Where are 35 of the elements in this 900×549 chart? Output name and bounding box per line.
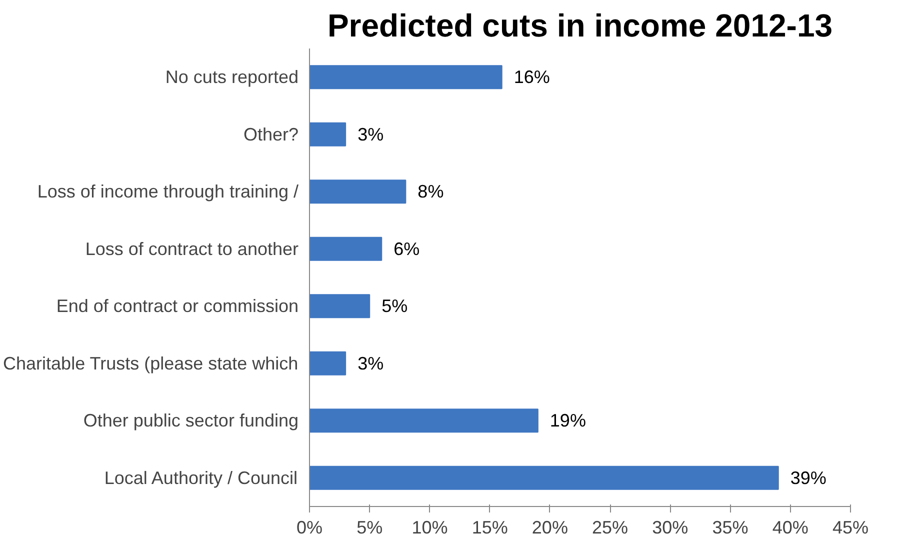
y-tick-label: Other? (243, 124, 299, 144)
y-tick-label: No cuts reported (165, 67, 299, 88)
data-label: 3% (358, 124, 384, 144)
y-tick-label: Loss of income through training / (37, 182, 299, 202)
chart-title: Predicted cuts in income 2012-13 (327, 8, 833, 44)
data-label: 39% (790, 468, 826, 488)
x-tick-label: 25% (592, 518, 628, 538)
y-tick-label: Loss of contract to another (85, 238, 299, 259)
x-tick-label: 0% (296, 518, 323, 538)
bar (310, 236, 382, 261)
x-tick-label: 40% (772, 518, 808, 538)
bar (310, 294, 370, 318)
bar (310, 65, 502, 90)
y-tick-label: Other public sector funding (83, 410, 299, 431)
data-label: 6% (394, 238, 420, 259)
bar (310, 466, 779, 490)
x-tick-label: 30% (652, 518, 688, 538)
data-label: 19% (550, 410, 586, 431)
y-tick-label: Local Authority / Council (104, 468, 298, 488)
x-tick-label: 35% (712, 518, 748, 538)
bar (310, 408, 538, 433)
data-label: 3% (358, 353, 384, 374)
x-tick-label: 45% (832, 518, 869, 538)
bar (310, 180, 406, 204)
bar (310, 122, 346, 146)
bar (310, 351, 346, 376)
data-label: 16% (514, 67, 550, 88)
data-label: 5% (382, 296, 408, 316)
y-tick-label: Charitable Trusts (please state which (3, 353, 298, 374)
data-label: 8% (418, 182, 444, 202)
x-tick-label: 20% (532, 518, 568, 538)
y-tick-label: End of contract or commission (56, 296, 299, 316)
x-tick-label: 15% (472, 518, 508, 538)
x-tick-label: 10% (412, 518, 448, 538)
x-tick-label: 5% (356, 518, 383, 538)
